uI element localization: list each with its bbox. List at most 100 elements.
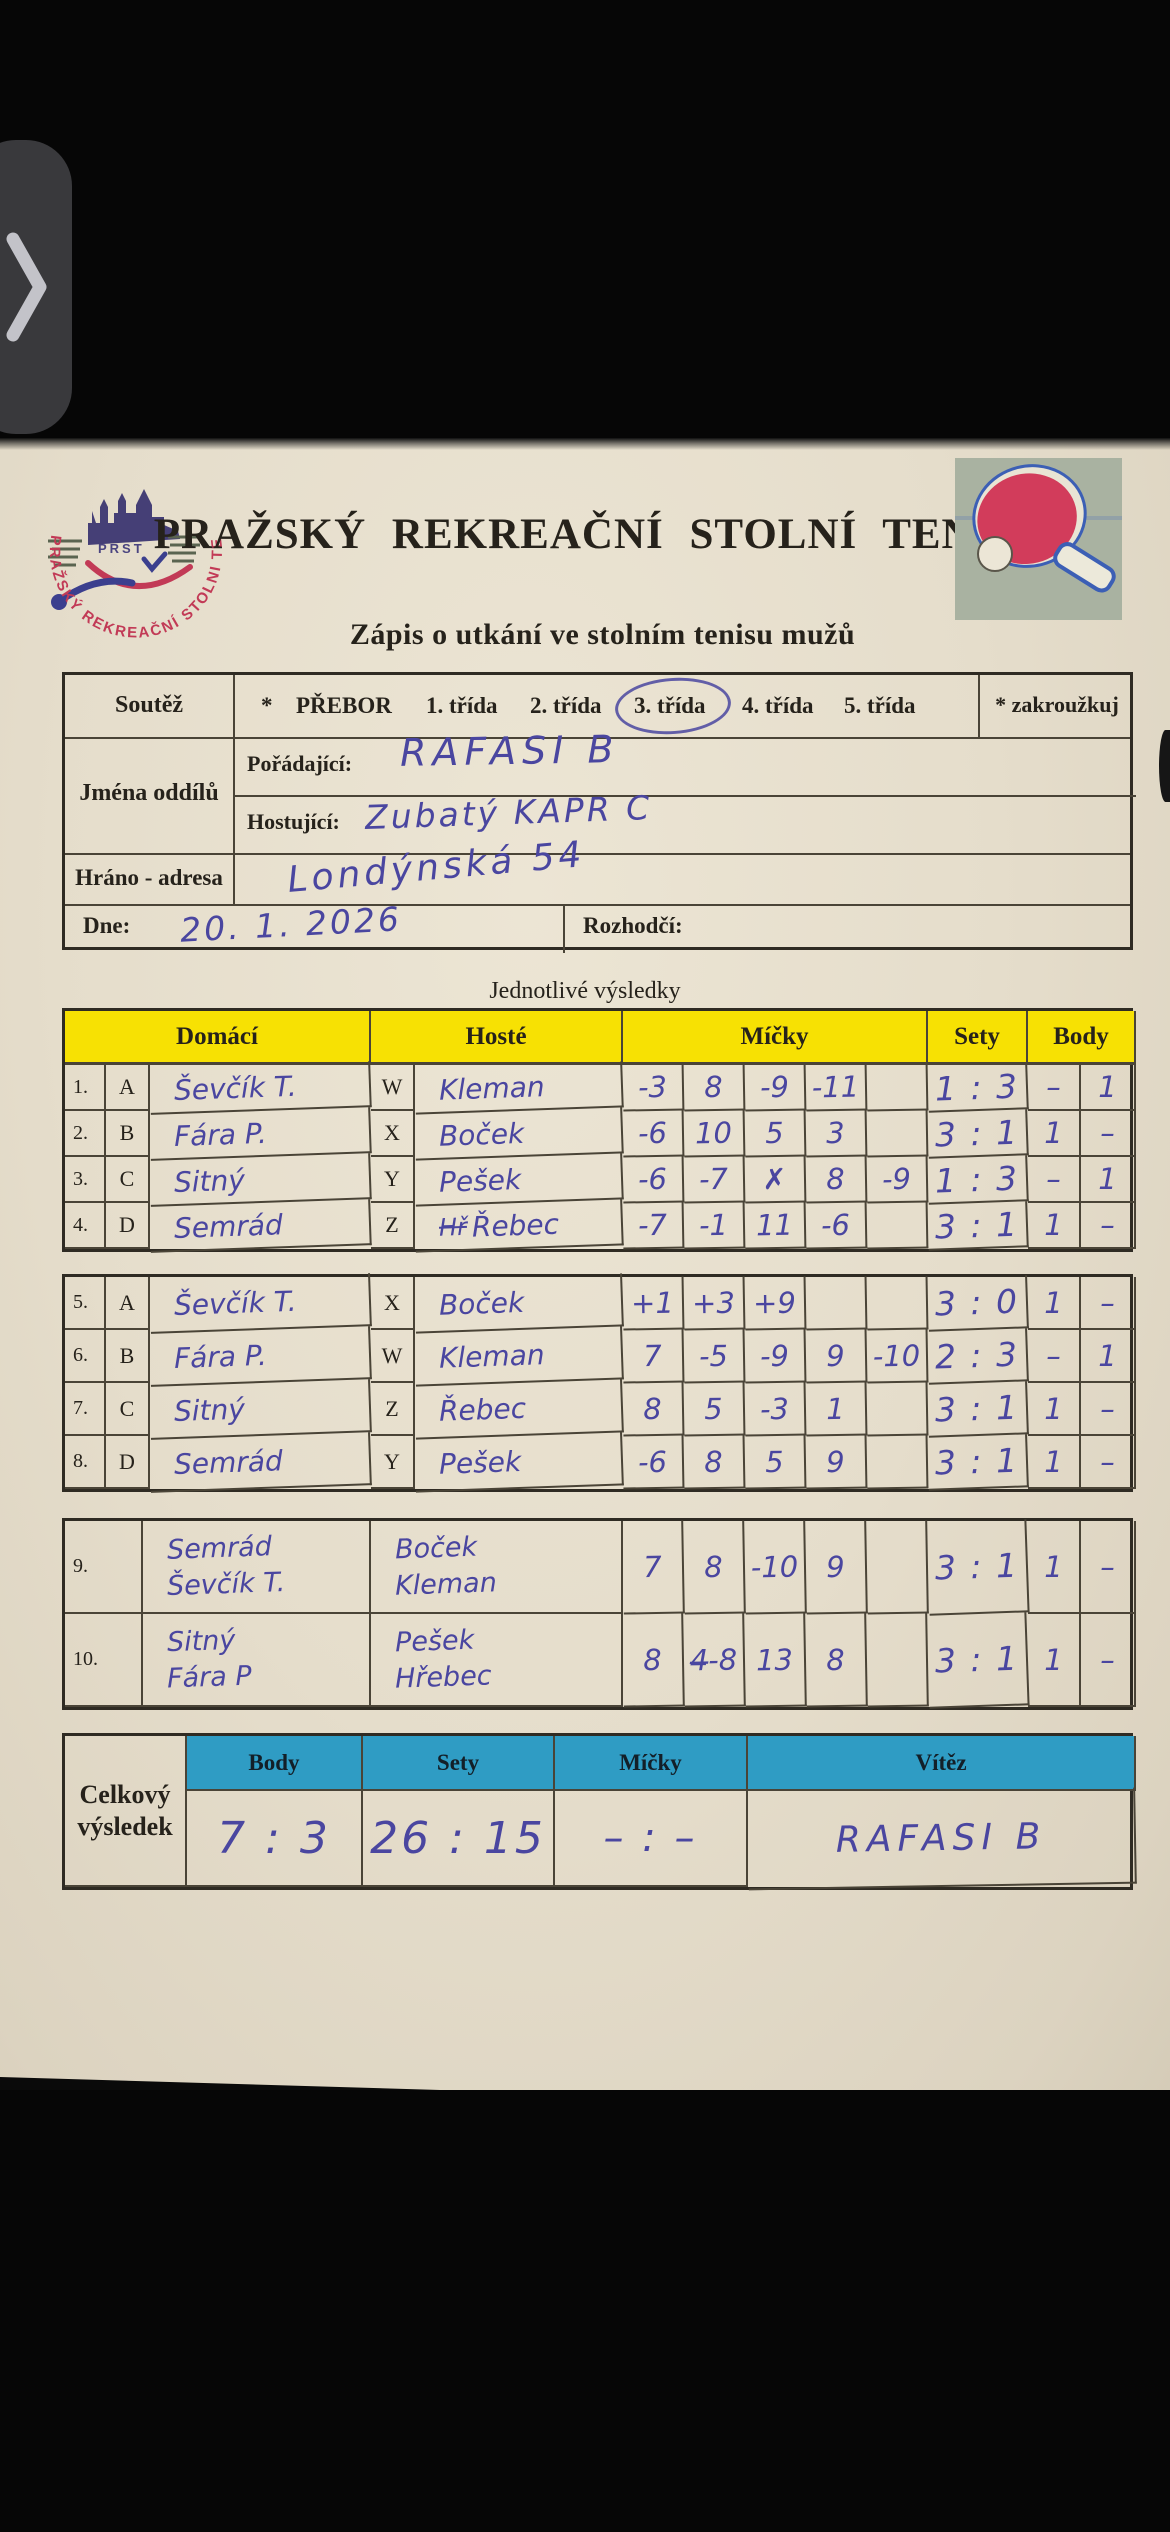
club-logo: PRST PRAŽSKÝ REKREAČNÍ STOLNI TENIS xyxy=(40,483,224,642)
micky-cell: 8 xyxy=(683,1520,746,1615)
micky-cell xyxy=(866,1613,929,1708)
guest-letter: W xyxy=(371,1065,415,1111)
micky-cell xyxy=(866,1202,929,1250)
back-chevron-pill[interactable] xyxy=(0,140,72,434)
micky-cell: 9 xyxy=(805,1435,868,1490)
zakrouzkuj-label: * zakroužkuj xyxy=(995,692,1119,717)
home-player: Semrád xyxy=(149,1199,372,1253)
total-winner-value: RAFASI B xyxy=(747,1787,1137,1891)
header-hoste: Hosté xyxy=(371,1011,623,1065)
micky-cell: -6 xyxy=(805,1202,868,1250)
micky-cell: -7 xyxy=(683,1156,746,1204)
micky-cell: -9 xyxy=(744,1064,807,1112)
poradajici-label: Pořádající: xyxy=(247,751,353,776)
row-num: 3. xyxy=(65,1157,106,1203)
match-info-table: Soutěž * PŘEBOR 1. třída 2. třída 3. tří… xyxy=(62,672,1136,953)
micky-cell: -3 xyxy=(622,1064,685,1112)
body-guest-cell: 1 xyxy=(1081,1065,1136,1111)
row-num: 9. xyxy=(65,1521,143,1614)
guest-player: Boček xyxy=(414,1107,624,1161)
home-player: Fára P. xyxy=(149,1326,372,1387)
micky-cell xyxy=(866,1435,929,1490)
struck-text: Hř xyxy=(438,1212,468,1242)
total-header-micky: Míčky xyxy=(555,1736,748,1791)
row-num: 10. xyxy=(65,1614,143,1707)
body-home-cell: 1 xyxy=(1028,1277,1081,1330)
sety-cell: 3 : 1 xyxy=(927,1201,1029,1251)
total-header-body: Body xyxy=(187,1736,363,1791)
body-guest-cell: – xyxy=(1081,1277,1136,1330)
micky-cell: 7 xyxy=(622,1520,685,1615)
row-num: 4. xyxy=(65,1203,106,1249)
home-letter: C xyxy=(106,1383,150,1436)
micky-cell: +1 xyxy=(622,1276,685,1331)
body-guest-cell: – xyxy=(1081,1111,1136,1157)
body-guest-cell: – xyxy=(1081,1436,1136,1489)
dne-label: Dne: xyxy=(83,913,131,938)
home-team-handwritten: RAFASI B xyxy=(399,727,620,775)
results-table-1: Domácí Hosté Míčky Sety Body 1. A Ševčík… xyxy=(62,1008,1136,1253)
guest-player: Pešek xyxy=(414,1432,624,1493)
body-guest-cell: 1 xyxy=(1081,1157,1136,1203)
total-sety-value: 26 : 15 xyxy=(363,1791,555,1887)
micky-cell: 11 xyxy=(744,1202,807,1250)
class-1-trida: 1. třída xyxy=(426,693,498,718)
micky-cell: 8 xyxy=(622,1382,685,1437)
micky-cell: -6 xyxy=(622,1110,685,1158)
micky-cell: 7 xyxy=(622,1329,685,1384)
jmena-oddilu-label: Jména oddílů xyxy=(79,780,219,806)
micky-cell: -3 xyxy=(744,1382,807,1437)
doubles-table: 9. Semrád Ševčík T. Boček Kleman 7 8 -10… xyxy=(62,1518,1136,1710)
body-home-cell: 1 xyxy=(1028,1436,1081,1489)
micky-cell: 1 xyxy=(805,1382,868,1437)
guest-letter: Y xyxy=(371,1436,415,1489)
micky-cell: 5 xyxy=(744,1110,807,1158)
body-home-cell: 1 xyxy=(1028,1614,1081,1707)
micky-cell: -7 xyxy=(622,1202,685,1250)
micky-cell: 5 xyxy=(683,1382,746,1437)
home-letter: C xyxy=(106,1157,150,1203)
guest-letter: Y xyxy=(371,1157,415,1203)
guest-player: Řebec xyxy=(414,1379,624,1440)
micky-cell: -6 xyxy=(622,1435,685,1490)
micky-cell: -11 xyxy=(805,1064,868,1112)
micky-cell: 3 xyxy=(805,1110,868,1158)
micky-cell xyxy=(866,1110,929,1158)
row-num: 5. xyxy=(65,1277,106,1330)
body-home-cell: – xyxy=(1028,1065,1081,1111)
guest-letter: Z xyxy=(371,1383,415,1436)
header-body: Body xyxy=(1028,1011,1136,1065)
micky-cell xyxy=(866,1382,929,1437)
body-home-cell: 1 xyxy=(1028,1203,1081,1249)
logo-abbr: PRST xyxy=(98,541,145,556)
guest-pair: Pešek Hřebec xyxy=(371,1614,623,1707)
body-home-cell: – xyxy=(1028,1330,1081,1383)
total-result-table: Celkový výsledek Body Sety Míčky Vítěz 7… xyxy=(62,1733,1137,1891)
home-player: Fára P. xyxy=(149,1107,372,1161)
guest-player: Kleman xyxy=(414,1326,624,1387)
sety-cell: 1 : 3 xyxy=(927,1155,1029,1205)
sety-cell: 1 : 3 xyxy=(927,1063,1029,1113)
micky-cell: -10 xyxy=(744,1520,807,1615)
micky-cell: +9 xyxy=(744,1276,807,1331)
body-guest-cell: – xyxy=(1081,1383,1136,1436)
body-home-cell: 1 xyxy=(1028,1383,1081,1436)
micky-cell: ✗ xyxy=(744,1156,807,1204)
guest-player: Hř Řebec xyxy=(414,1199,624,1253)
header-sety: Sety xyxy=(928,1011,1028,1065)
total-header-sety: Sety xyxy=(363,1736,555,1791)
home-player: Ševčík T. xyxy=(149,1061,372,1115)
guest-letter: Z xyxy=(371,1203,415,1249)
micky-cell: 4̶-8 xyxy=(683,1613,746,1708)
sety-cell: 3 : 1 xyxy=(927,1381,1029,1438)
micky-cell: -5 xyxy=(683,1329,746,1384)
guest-player: Boček xyxy=(414,1273,624,1334)
micky-cell: 10 xyxy=(683,1110,746,1158)
home-player: Semrád xyxy=(149,1432,372,1493)
rozhodci-label: Rozhodčí: xyxy=(583,913,683,938)
sety-cell: 3 : 1 xyxy=(926,1519,1030,1616)
results-table-2: 5. A Ševčík T. X Boček +1 +3 +9 3 : 0 1 … xyxy=(62,1273,1136,1493)
row-num: 7. xyxy=(65,1383,106,1436)
date-handwritten: 20. 1. 2026 xyxy=(179,899,403,950)
match-form-photo: PRST PRAŽSKÝ REKREAČNÍ STOLNI TENIS PRAŽ… xyxy=(0,438,1170,2090)
